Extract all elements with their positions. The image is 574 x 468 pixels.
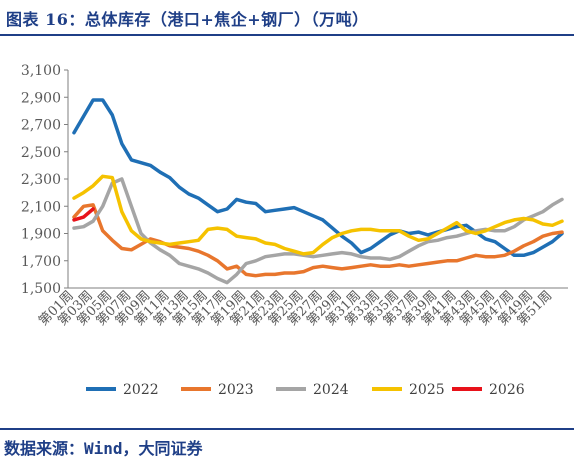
chart-title: 图表 16：总体库存（港口+焦企+钢厂）（万吨） [6,10,369,29]
y-tick-label: 1,900 [21,227,61,243]
y-tick-label: 1,700 [21,254,61,270]
series-line-2022 [72,98,564,258]
y-tick-label: 1,500 [21,281,61,297]
y-tick-label: 2,900 [21,90,61,106]
y-tick-label: 2,700 [21,118,61,134]
title-rule [0,34,574,36]
series-line-2025 [72,174,564,256]
source-note: 数据来源：Wind，大同证券 [4,439,203,458]
series-line-2023 [72,203,564,278]
y-tick-label: 2,500 [21,145,61,161]
legend-label: 2024 [313,382,349,398]
footer-rule [0,428,574,430]
y-tick-label: 2,100 [21,199,61,215]
series-line-2026 [72,207,95,222]
y-tick-label: 2,300 [21,172,61,188]
legend-label: 2025 [409,382,445,398]
y-tick-label: 3,100 [21,63,61,79]
series-line-2024 [72,177,564,285]
legend-label: 2026 [489,382,525,398]
legend-label: 2023 [218,382,254,398]
legend-label: 2022 [123,382,159,398]
